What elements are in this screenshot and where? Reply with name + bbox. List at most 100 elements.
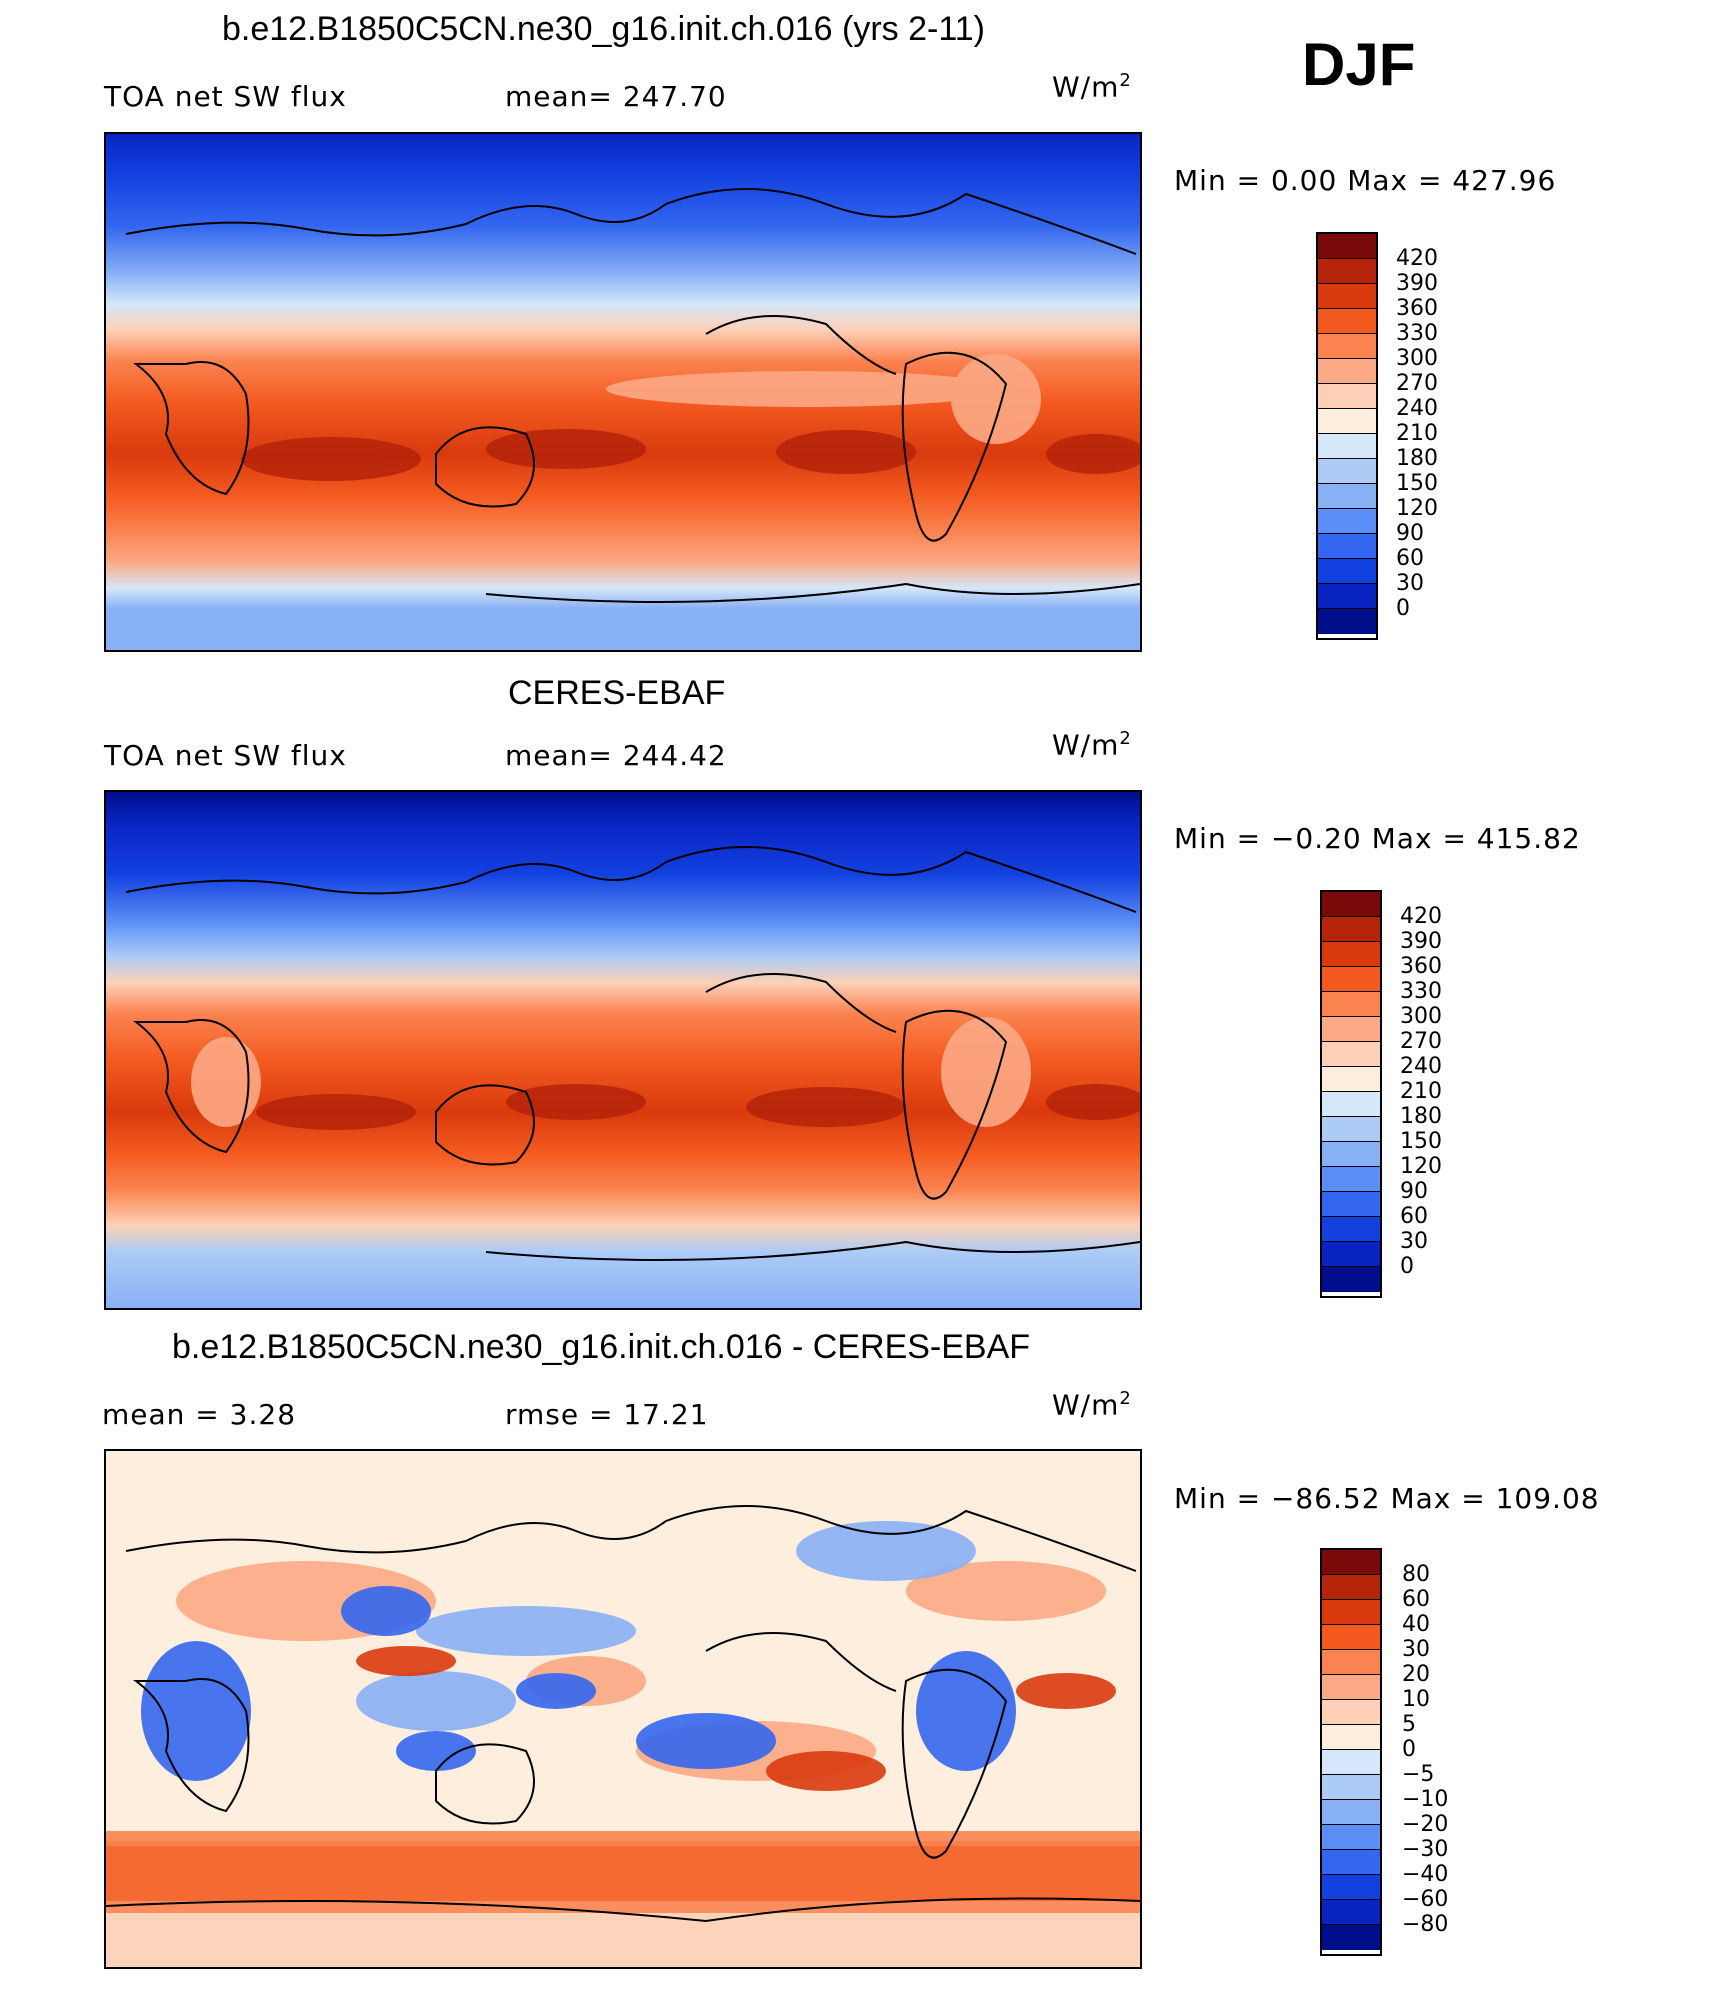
colorbar-tick-label: −60 bbox=[1402, 1887, 1449, 1912]
colorbar-segment bbox=[1322, 1575, 1380, 1600]
colorbar-segment bbox=[1318, 309, 1376, 334]
colorbar-tick-label: 150 bbox=[1400, 1129, 1442, 1154]
colorbar-segment bbox=[1322, 1267, 1380, 1292]
panel3-colorbar bbox=[1320, 1548, 1382, 1956]
colorbar-tick-label: 80 bbox=[1402, 1562, 1430, 1587]
colorbar-tick-label: 150 bbox=[1396, 471, 1438, 496]
colorbar-tick-label: 420 bbox=[1400, 904, 1442, 929]
colorbar-tick-label: −30 bbox=[1402, 1837, 1449, 1862]
colorbar-tick-label: 360 bbox=[1396, 296, 1438, 321]
colorbar-segment bbox=[1322, 1825, 1380, 1850]
colorbar-segment bbox=[1318, 334, 1376, 359]
panel1-variable-label: TOA net SW flux bbox=[104, 80, 347, 113]
colorbar-segment bbox=[1318, 259, 1376, 284]
colorbar-segment bbox=[1322, 1092, 1380, 1117]
colorbar-tick-label: 390 bbox=[1396, 271, 1438, 296]
colorbar-segment bbox=[1322, 1775, 1380, 1800]
colorbar-tick-label: 360 bbox=[1400, 954, 1442, 979]
colorbar-tick-label: 60 bbox=[1402, 1587, 1430, 1612]
panel1-colorbar bbox=[1316, 232, 1378, 640]
colorbar-segment bbox=[1318, 234, 1376, 259]
colorbar-segment bbox=[1322, 1017, 1380, 1042]
colorbar-segment bbox=[1322, 1650, 1380, 1675]
colorbar-tick-label: 180 bbox=[1400, 1104, 1442, 1129]
colorbar-tick-label: 20 bbox=[1402, 1662, 1430, 1687]
colorbar-tick-label: 330 bbox=[1400, 979, 1442, 1004]
colorbar-segment bbox=[1322, 1875, 1380, 1900]
colorbar-tick-label: 270 bbox=[1400, 1029, 1442, 1054]
colorbar-tick-label: 120 bbox=[1396, 496, 1438, 521]
panel3-units: W/m2 bbox=[1052, 1388, 1132, 1422]
colorbar-segment bbox=[1322, 1242, 1380, 1267]
colorbar-tick-label: 40 bbox=[1402, 1612, 1430, 1637]
panel2-colorbar bbox=[1320, 890, 1382, 1298]
colorbar-segment bbox=[1322, 1850, 1380, 1875]
panel2-mean-label: mean= 244.42 bbox=[505, 739, 727, 772]
colorbar-segment bbox=[1318, 284, 1376, 309]
colorbar-segment bbox=[1318, 434, 1376, 459]
colorbar-tick-label: 300 bbox=[1400, 1004, 1442, 1029]
colorbar-segment bbox=[1318, 359, 1376, 384]
panel1-title: b.e12.B1850C5CN.ne30_g16.init.ch.016 (yr… bbox=[222, 10, 985, 48]
colorbar-tick-label: 210 bbox=[1396, 421, 1438, 446]
colorbar-segment bbox=[1322, 1167, 1380, 1192]
colorbar-tick-label: 240 bbox=[1400, 1054, 1442, 1079]
panel1-minmax: Min = 0.00 Max = 427.96 bbox=[1174, 164, 1557, 197]
colorbar-tick-label: 0 bbox=[1402, 1737, 1416, 1762]
colorbar-tick-label: 240 bbox=[1396, 396, 1438, 421]
colorbar-tick-label: 270 bbox=[1396, 371, 1438, 396]
colorbar-tick-label: 90 bbox=[1396, 521, 1424, 546]
colorbar-segment bbox=[1322, 967, 1380, 992]
panel1-units: W/m2 bbox=[1052, 70, 1132, 104]
colorbar-tick-label: 120 bbox=[1400, 1154, 1442, 1179]
panel2-map bbox=[104, 790, 1142, 1310]
panel2-variable-label: TOA net SW flux bbox=[104, 739, 347, 772]
colorbar-tick-label: 5 bbox=[1402, 1712, 1416, 1737]
colorbar-segment bbox=[1322, 892, 1380, 917]
panel3-minmax: Min = −86.52 Max = 109.08 bbox=[1174, 1482, 1600, 1515]
colorbar-tick-label: −40 bbox=[1402, 1862, 1449, 1887]
colorbar-segment bbox=[1318, 609, 1376, 634]
colorbar-segment bbox=[1322, 1725, 1380, 1750]
colorbar-tick-label: −10 bbox=[1402, 1787, 1449, 1812]
colorbar-segment bbox=[1322, 1067, 1380, 1092]
colorbar-segment bbox=[1318, 534, 1376, 559]
colorbar-segment bbox=[1322, 1750, 1380, 1775]
colorbar-segment bbox=[1322, 1192, 1380, 1217]
colorbar-tick-label: −5 bbox=[1402, 1762, 1435, 1787]
colorbar-segment bbox=[1322, 1925, 1380, 1950]
colorbar-segment bbox=[1318, 559, 1376, 584]
colorbar-segment bbox=[1322, 942, 1380, 967]
colorbar-tick-label: 420 bbox=[1396, 246, 1438, 271]
colorbar-segment bbox=[1318, 409, 1376, 434]
colorbar-segment bbox=[1322, 1700, 1380, 1725]
colorbar-segment bbox=[1322, 1217, 1380, 1242]
colorbar-segment bbox=[1322, 992, 1380, 1017]
colorbar-tick-label: 210 bbox=[1400, 1079, 1442, 1104]
colorbar-segment bbox=[1318, 509, 1376, 534]
panel2-minmax: Min = −0.20 Max = 415.82 bbox=[1174, 822, 1581, 855]
panel3-map bbox=[104, 1449, 1142, 1969]
colorbar-segment bbox=[1318, 459, 1376, 484]
colorbar-segment bbox=[1322, 1675, 1380, 1700]
colorbar-segment bbox=[1318, 584, 1376, 609]
colorbar-segment bbox=[1322, 1042, 1380, 1067]
colorbar-tick-label: 300 bbox=[1396, 346, 1438, 371]
colorbar-segment bbox=[1322, 1800, 1380, 1825]
colorbar-tick-label: 60 bbox=[1396, 546, 1424, 571]
colorbar-tick-label: 30 bbox=[1396, 571, 1424, 596]
colorbar-tick-label: −80 bbox=[1402, 1912, 1449, 1937]
colorbar-segment bbox=[1318, 484, 1376, 509]
colorbar-tick-label: 180 bbox=[1396, 446, 1438, 471]
colorbar-tick-label: 90 bbox=[1400, 1179, 1428, 1204]
colorbar-tick-label: −20 bbox=[1402, 1812, 1449, 1837]
colorbar-tick-label: 330 bbox=[1396, 321, 1438, 346]
colorbar-tick-label: 30 bbox=[1400, 1229, 1428, 1254]
colorbar-segment bbox=[1318, 384, 1376, 409]
colorbar-tick-label: 30 bbox=[1402, 1637, 1430, 1662]
panel2-units: W/m2 bbox=[1052, 728, 1132, 762]
colorbar-segment bbox=[1322, 1142, 1380, 1167]
colorbar-segment bbox=[1322, 1550, 1380, 1575]
colorbar-tick-label: 0 bbox=[1396, 596, 1410, 621]
panel1-map bbox=[104, 132, 1142, 652]
